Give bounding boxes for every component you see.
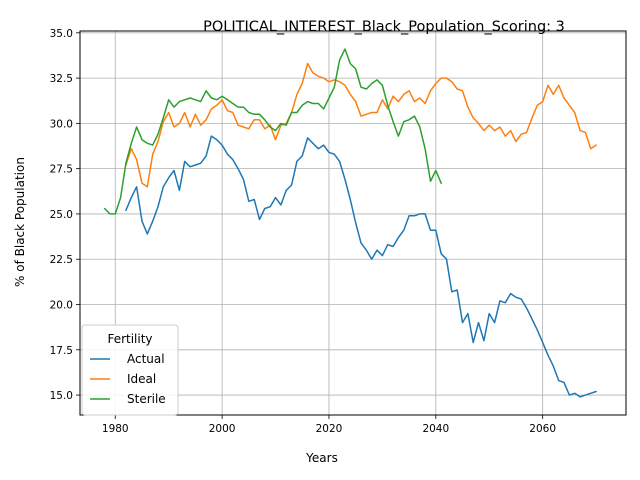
x-tick-label: 2020: [316, 423, 343, 435]
x-axis-label: Years: [305, 451, 338, 465]
y-tick-label: 27.5: [50, 164, 73, 176]
legend-box: [81, 324, 179, 416]
y-tick-label: 15.0: [50, 390, 73, 402]
y-tick-label: 17.5: [50, 345, 73, 357]
y-tick-label: 25.0: [50, 209, 73, 221]
series-layer: [103, 48, 597, 398]
legend-label-sterile: Sterile: [127, 392, 166, 406]
legend-label-ideal: Ideal: [127, 372, 156, 386]
y-tick-label: 35.0: [50, 28, 73, 40]
x-axis-ticks: 1980 2000 2020 2040 2060: [102, 415, 556, 435]
y-axis-ticks: 15.0 17.5 20.0 22.5 25.0 27.5 30.0 32.5 35.0: [50, 28, 80, 402]
x-tick-label: 2040: [422, 423, 449, 435]
y-axis-label: % of Black Population: [13, 157, 27, 287]
x-tick-label: 2060: [529, 423, 556, 435]
legend-title: Fertility: [107, 332, 152, 346]
legend-entries: Actual Ideal Sterile: [90, 352, 166, 406]
legend-label-actual: Actual: [127, 352, 165, 366]
y-tick-label: 30.0: [50, 118, 73, 130]
legend: Fertility Actual Ideal Sterile: [81, 324, 179, 416]
chart-title: POLITICAL_INTEREST_Black_Population_Scor…: [203, 19, 565, 35]
x-tick-label: 1980: [102, 423, 129, 435]
series-line-actual: [125, 135, 597, 398]
series-line-sterile: [103, 48, 442, 215]
plot-frame: [79, 30, 627, 416]
x-tick-label: 2000: [209, 423, 236, 435]
y-tick-label: 22.5: [50, 254, 73, 266]
y-tick-label: 20.0: [50, 300, 73, 312]
series-line-ideal: [125, 62, 597, 188]
y-tick-label: 32.5: [50, 73, 73, 85]
